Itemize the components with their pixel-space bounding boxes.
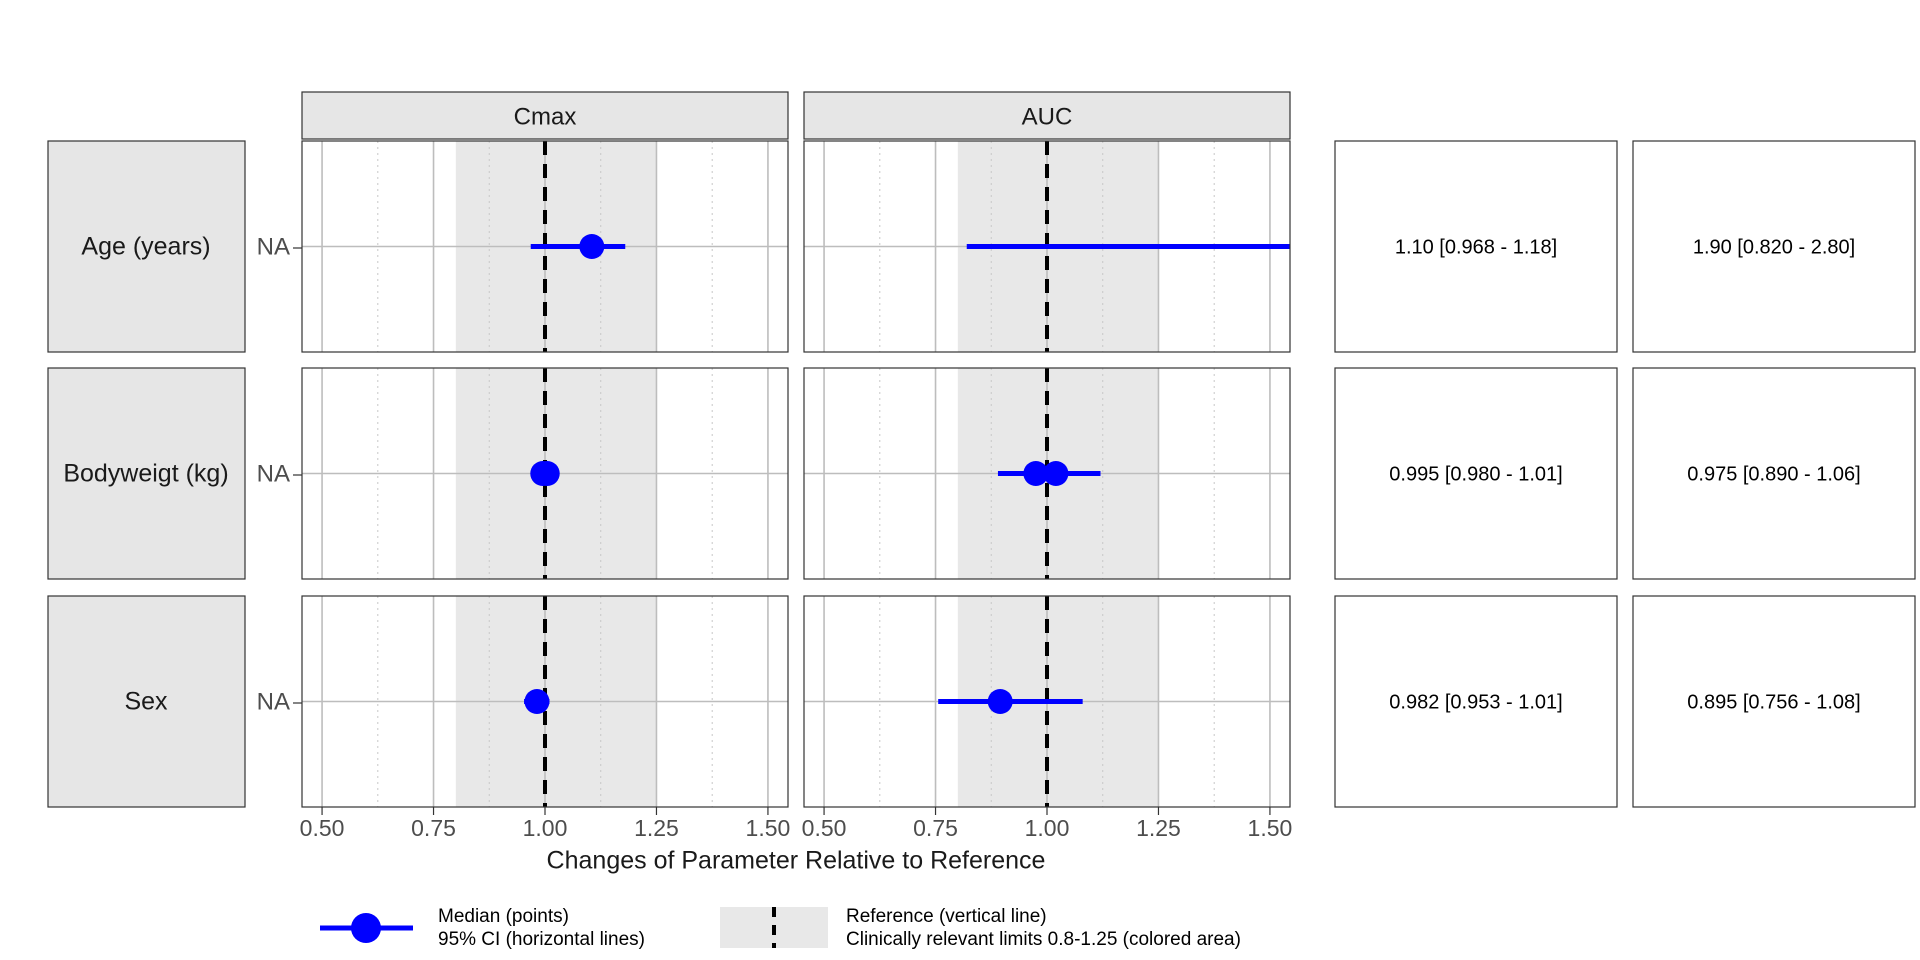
legend: Median (points) 95% CI (horizontal lines… [320,906,1241,950]
panel-auc-sex [804,596,1290,807]
table-cell-bodyweight-cmax-box [1334,367,1618,580]
facet-strip-cmax-label: Cmax [514,103,577,130]
table-cell-sex-cmax-text: 0.982 [0.953 - 1.01] [1389,691,1562,713]
median-point-cmax-sex-0 [524,689,550,714]
table-cell-age-auc-text: 1.90 [0.820 - 2.80] [1693,236,1855,258]
median-point-auc-bodyweight-1 [1043,461,1069,486]
table-cell-bodyweight-auc-box [1632,367,1916,580]
table-cell-bodyweight-auc: 0.975 [0.890 - 1.06] [1632,367,1916,580]
median-point-cmax-age-0 [579,234,605,259]
legend-median-label: Median (points) [438,906,569,927]
panel-border-auc-age [803,140,1291,353]
y-tick-label-sex: NA [257,688,290,715]
row-label-sex-text: Sex [124,688,168,716]
panel-cmax-sex [302,596,788,807]
x-tick-label-cmax-2: 1.00 [523,815,568,841]
row-label-bodyweight-text: Bodyweigt (kg) [63,460,228,488]
table-cell-age-cmax-box [1334,140,1618,353]
x-tick-label-cmax-1: 0.75 [411,815,456,841]
x-tick-label-auc-4: 1.50 [1248,815,1293,841]
facet-strip-auc-box [803,91,1291,140]
table-cell-age-cmax-text: 1.10 [0.968 - 1.18] [1395,236,1557,258]
x-tick-label-auc-0: 0.50 [802,815,847,841]
x-axis-cmax: 0.50 0.75 1.00 1.25 1.50 [300,807,791,841]
legend-reference-label: Reference (vertical line) [846,906,1047,927]
panel-border-auc-bodyweight [803,367,1291,580]
legend-key-reference [720,907,828,948]
x-axis-auc: 0.50 0.75 1.00 1.25 1.50 [802,807,1293,841]
legend-median-point [351,913,381,943]
panel-cmax-bodyweight [302,368,788,579]
x-tick-label-cmax-0: 0.50 [300,815,345,841]
legend-limits-label: Clinically relevant limits 0.8-1.25 (col… [846,929,1241,950]
facet-strip-cmax-box [301,91,789,140]
legend-ci-label: 95% CI (horizontal lines) [438,929,645,950]
x-axis-title: Changes of Parameter Relative to Referen… [547,847,1046,875]
facet-strip-auc: AUC [803,91,1291,140]
panel-border-cmax-bodyweight [301,367,789,580]
row-label-sex-box [47,595,246,808]
y-tick-label-age: NA [257,233,290,260]
x-tick-label-auc-3: 1.25 [1136,815,1181,841]
facet-strip-cmax: Cmax [301,91,789,140]
table-cell-sex-cmax: 0.982 [0.953 - 1.01] [1334,595,1618,808]
row-label-age-box [47,140,246,353]
row-label-sex: Sex [47,595,246,808]
x-tick-label-cmax-3: 1.25 [634,815,679,841]
median-point-cmax-bodyweight-1 [534,461,560,486]
table-cell-sex-auc: 0.895 [0.756 - 1.08] [1632,595,1916,808]
table-cell-sex-auc-text: 0.895 [0.756 - 1.08] [1687,691,1860,713]
x-tick-label-cmax-4: 1.50 [746,815,791,841]
x-tick-label-auc-1: 0.75 [913,815,958,841]
table-cell-bodyweight-cmax-text: 0.995 [0.980 - 1.01] [1389,463,1562,485]
panel-auc-bodyweight [804,368,1290,579]
y-tick-label-bodyweight: NA [257,460,290,487]
table-cell-bodyweight-cmax: 0.995 [0.980 - 1.01] [1334,367,1618,580]
legend-key-median [320,913,413,943]
table-cell-age-cmax: 1.10 [0.968 - 1.18] [1334,140,1618,353]
facet-strip-auc-label: AUC [1022,103,1073,130]
panel-auc-age [804,141,1290,352]
median-point-auc-sex-0 [987,689,1013,714]
plot-panels [301,140,1291,808]
table-cell-age-auc: 1.90 [0.820 - 2.80] [1632,140,1916,353]
panel-border-cmax-age [301,140,789,353]
row-label-bodyweight-box [47,367,246,580]
table-cell-sex-auc-box [1632,595,1916,808]
row-label-age-text: Age (years) [81,233,210,261]
row-label-age: Age (years) [47,140,246,353]
row-label-bodyweight: Bodyweigt (kg) [47,367,246,580]
table-cell-age-auc-box [1632,140,1916,353]
table-cell-sex-cmax-box [1334,595,1618,808]
panel-cmax-age [302,141,788,352]
x-tick-label-auc-2: 1.00 [1025,815,1070,841]
table-cell-bodyweight-auc-text: 0.975 [0.890 - 1.06] [1687,463,1860,485]
